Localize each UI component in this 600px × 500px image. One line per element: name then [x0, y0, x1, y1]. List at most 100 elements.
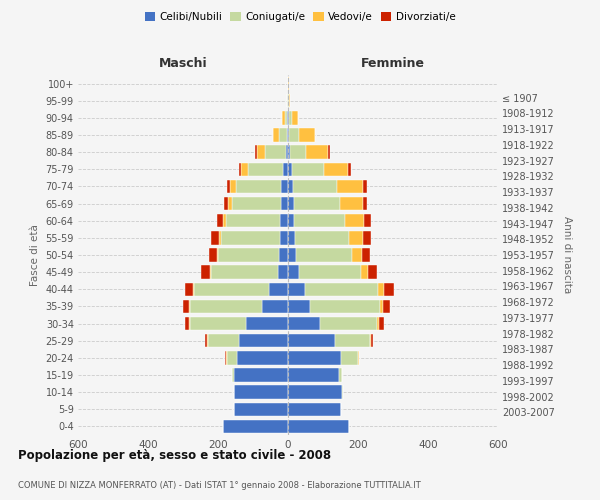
Bar: [288, 197, 295, 210]
Bar: [289, 94, 290, 108]
Bar: [237, 351, 288, 364]
Bar: [209, 248, 217, 262]
Bar: [288, 128, 289, 141]
Bar: [241, 162, 248, 176]
Bar: [185, 317, 189, 330]
Bar: [370, 334, 371, 347]
Bar: [288, 420, 349, 433]
Bar: [352, 248, 362, 262]
Bar: [288, 351, 341, 364]
Bar: [299, 128, 314, 141]
Bar: [368, 266, 377, 279]
Bar: [337, 180, 363, 193]
Bar: [292, 162, 324, 176]
Bar: [255, 146, 257, 159]
Bar: [232, 368, 234, 382]
Y-axis label: Fasce di età: Fasce di età: [30, 224, 40, 286]
Bar: [282, 111, 284, 124]
Bar: [341, 351, 358, 364]
Bar: [234, 368, 288, 382]
Bar: [278, 128, 287, 141]
Bar: [358, 351, 359, 364]
Bar: [288, 368, 339, 382]
Bar: [234, 402, 288, 416]
Bar: [218, 248, 279, 262]
Bar: [292, 111, 298, 124]
Text: COMUNE DI NIZZA MONFERRATO (AT) - Dati ISTAT 1° gennaio 2008 - Elaborazione TUTT: COMUNE DI NIZZA MONFERRATO (AT) - Dati I…: [18, 481, 421, 490]
Bar: [239, 162, 241, 176]
Bar: [227, 180, 230, 193]
Bar: [287, 128, 288, 141]
Bar: [377, 317, 379, 330]
Bar: [290, 146, 305, 159]
Bar: [279, 248, 288, 262]
Y-axis label: Anni di nascita: Anni di nascita: [562, 216, 572, 294]
Bar: [342, 386, 343, 399]
Bar: [289, 128, 299, 141]
Bar: [235, 180, 281, 193]
Bar: [223, 214, 226, 228]
Bar: [221, 231, 280, 244]
Bar: [246, 317, 288, 330]
Text: Femmine: Femmine: [361, 57, 425, 70]
Bar: [211, 231, 219, 244]
Bar: [288, 266, 299, 279]
Bar: [219, 231, 221, 244]
Bar: [324, 162, 348, 176]
Bar: [274, 128, 278, 141]
Bar: [288, 146, 290, 159]
Bar: [280, 214, 288, 228]
Bar: [288, 386, 342, 399]
Bar: [205, 334, 207, 347]
Bar: [230, 180, 235, 193]
Bar: [379, 282, 383, 296]
Bar: [284, 111, 287, 124]
Bar: [288, 282, 305, 296]
Bar: [288, 334, 335, 347]
Bar: [310, 300, 380, 313]
Bar: [295, 197, 340, 210]
Bar: [340, 197, 362, 210]
Bar: [208, 334, 239, 347]
Bar: [281, 197, 288, 210]
Bar: [364, 214, 371, 228]
Bar: [257, 146, 265, 159]
Bar: [207, 334, 208, 347]
Bar: [277, 266, 288, 279]
Bar: [283, 162, 288, 176]
Bar: [320, 317, 377, 330]
Bar: [305, 282, 379, 296]
Bar: [288, 214, 295, 228]
Bar: [363, 231, 371, 244]
Bar: [217, 214, 223, 228]
Bar: [349, 231, 363, 244]
Bar: [362, 197, 367, 210]
Bar: [288, 94, 289, 108]
Bar: [248, 162, 283, 176]
Text: Maschi: Maschi: [158, 57, 208, 70]
Bar: [339, 368, 342, 382]
Bar: [305, 146, 328, 159]
Bar: [288, 180, 293, 193]
Bar: [239, 334, 288, 347]
Bar: [280, 231, 288, 244]
Bar: [288, 248, 296, 262]
Bar: [288, 162, 292, 176]
Bar: [288, 77, 289, 90]
Bar: [210, 266, 211, 279]
Bar: [262, 300, 288, 313]
Bar: [362, 248, 370, 262]
Bar: [288, 231, 295, 244]
Bar: [289, 111, 292, 124]
Bar: [314, 128, 316, 141]
Bar: [281, 180, 288, 193]
Bar: [379, 317, 384, 330]
Bar: [287, 94, 288, 108]
Bar: [348, 162, 351, 176]
Bar: [226, 214, 280, 228]
Bar: [380, 300, 383, 313]
Bar: [217, 248, 218, 262]
Bar: [383, 300, 389, 313]
Bar: [295, 214, 345, 228]
Bar: [383, 282, 394, 296]
